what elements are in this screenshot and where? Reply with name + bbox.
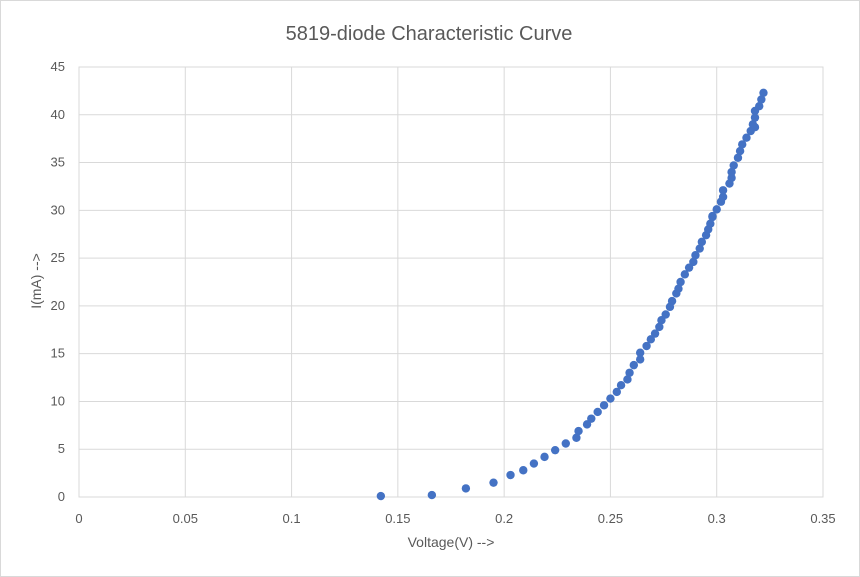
data-point — [695, 244, 704, 253]
data-point — [635, 355, 645, 364]
data-point — [572, 433, 581, 442]
data-point — [684, 263, 694, 272]
y-tick-label: 15 — [51, 346, 65, 361]
data-point — [612, 387, 622, 397]
data-point — [587, 414, 596, 423]
data-point — [616, 381, 626, 390]
data-point — [742, 133, 751, 142]
data-point — [757, 95, 766, 104]
data-point — [729, 161, 738, 170]
y-tick-label: 25 — [51, 250, 65, 265]
data-point — [623, 375, 632, 384]
data-point — [750, 123, 760, 132]
x-tick-label: 0.25 — [598, 511, 623, 526]
data-point — [489, 478, 498, 487]
x-tick-label: 0.2 — [495, 511, 513, 526]
chart-title: 5819-diode Characteristic Curve — [286, 23, 573, 45]
gridlines — [78, 66, 824, 498]
plot-area-border — [78, 66, 824, 498]
data-points — [376, 88, 768, 501]
data-point — [733, 153, 743, 162]
data-point — [529, 459, 539, 468]
y-tick-label: 40 — [51, 107, 65, 122]
data-point — [712, 205, 721, 214]
data-point — [750, 113, 760, 122]
y-axis-title: I(mA) --> — [28, 253, 44, 309]
data-point — [606, 394, 615, 403]
x-tick-label: 0.1 — [283, 511, 301, 526]
data-point — [708, 212, 717, 222]
x-tick-label: 0.3 — [708, 511, 726, 526]
data-point — [676, 277, 685, 287]
data-point — [550, 445, 560, 455]
data-point — [657, 316, 666, 325]
data-point — [689, 257, 698, 267]
data-point — [706, 219, 715, 228]
x-tick-label: 0 — [75, 511, 82, 526]
x-tick-label: 0.35 — [810, 511, 835, 526]
data-point — [661, 310, 670, 319]
x-axis-ticks: 0 0.05 0.1 0.15 0.2 0.25 0.3 0.35 — [75, 511, 835, 526]
x-tick-label: 0.05 — [173, 511, 198, 526]
data-point — [759, 88, 768, 98]
y-tick-label: 30 — [51, 202, 65, 217]
y-tick-label: 20 — [51, 298, 65, 313]
data-point — [735, 146, 745, 156]
data-point — [506, 470, 515, 480]
data-point — [599, 401, 609, 410]
data-point — [625, 368, 634, 377]
y-tick-label: 45 — [51, 59, 65, 74]
data-point — [718, 192, 728, 202]
data-point — [655, 322, 664, 332]
x-axis-title: Voltage(V) --> — [408, 534, 495, 550]
y-tick-label: 5 — [58, 441, 65, 456]
y-tick-label: 35 — [51, 155, 65, 170]
data-point — [593, 407, 602, 417]
data-point — [519, 466, 528, 475]
data-point — [738, 140, 747, 149]
y-axis-ticks: 0 5 10 15 20 25 30 35 40 45 — [51, 59, 65, 504]
data-point — [574, 426, 583, 436]
data-point — [727, 167, 736, 177]
data-point — [561, 439, 570, 448]
data-point — [642, 341, 651, 351]
data-point — [635, 348, 645, 357]
data-point — [540, 452, 549, 462]
data-point — [650, 329, 660, 338]
data-point — [376, 491, 386, 501]
data-point — [461, 484, 471, 493]
y-tick-label: 10 — [51, 393, 65, 408]
data-point — [629, 360, 639, 370]
data-point — [680, 270, 690, 279]
data-point — [582, 420, 592, 429]
data-point — [427, 490, 437, 500]
data-point — [646, 335, 656, 344]
data-point — [755, 101, 764, 111]
data-point — [674, 284, 683, 293]
x-tick-label: 0.15 — [385, 511, 410, 526]
data-point — [667, 296, 677, 306]
data-point — [691, 251, 700, 260]
y-tick-label: 0 — [58, 489, 65, 504]
data-point — [718, 186, 728, 195]
data-point — [697, 237, 707, 247]
